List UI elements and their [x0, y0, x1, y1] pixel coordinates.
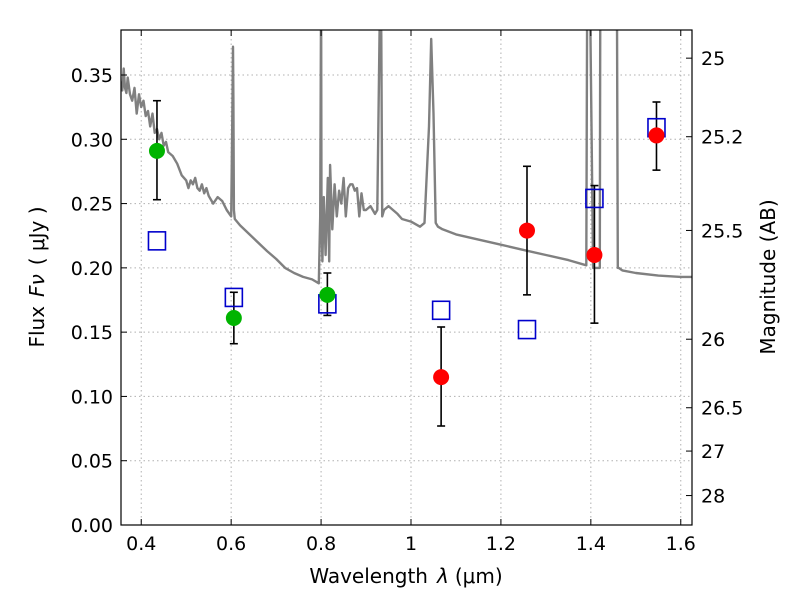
x-tick-label: 1.4 — [576, 533, 606, 555]
y2-tick-label: 26.5 — [701, 398, 743, 420]
x-axis-label: Wavelength λ (μm) — [309, 564, 502, 588]
x-tick-label: 0.4 — [126, 533, 156, 555]
y2-tick-label: 25.5 — [701, 220, 743, 242]
y-tick-label: 0.30 — [71, 129, 113, 151]
y2-tick-label: 26 — [701, 329, 725, 351]
x-axis-label-prefix: Wavelength — [309, 564, 428, 588]
green-data-point — [319, 286, 336, 303]
y-tick-label: 0.25 — [71, 194, 113, 216]
red-data-point — [586, 247, 603, 263]
model-photometry-square — [517, 319, 537, 340]
y-tick-label: 0.15 — [71, 322, 113, 344]
y-axis-label-unit: ( μJy ) — [25, 206, 49, 265]
x-tick-label: 1.2 — [486, 533, 516, 555]
model-spectrum-line — [121, 30, 692, 285]
axis-ticks: 0.4 0.6 0.8 1 1.2 1.4 1.6 0.00 0.05 0.10 0.15 0.20 0… — [71, 30, 743, 555]
model-photometry-square — [224, 287, 244, 308]
y-axis-label-symbol: Fν — [25, 274, 49, 297]
x-tick-label: 1 — [405, 533, 417, 555]
y-tick-label: 0.00 — [71, 515, 113, 537]
y-axis-label: Flux Fν ( μJy ) — [25, 206, 49, 347]
y2-tick-label: 25.2 — [701, 127, 743, 149]
plot-frame — [120, 29, 693, 526]
model-photometry-square — [147, 231, 167, 251]
x-tick-label: 0.8 — [306, 533, 336, 555]
x-axis-label-symbol: λ — [436, 564, 449, 588]
y-tick-label: 0.35 — [71, 65, 113, 87]
y-tick-label: 0.10 — [71, 386, 113, 408]
red-data-point — [648, 127, 665, 144]
y-tick-label: 0.05 — [71, 451, 113, 473]
green-data-point — [225, 310, 242, 326]
x-axis-label-unit: (μm) — [455, 564, 503, 588]
y-axis-label-prefix: Flux — [25, 306, 49, 348]
grid-lines — [121, 30, 692, 526]
y2-tick-label: 27 — [701, 441, 725, 463]
y2-tick-label: 28 — [701, 486, 725, 508]
x-tick-label: 0.6 — [216, 533, 246, 555]
y-tick-label: 0.20 — [71, 258, 113, 280]
model-photometry-square — [431, 300, 451, 321]
red-data-point — [518, 222, 535, 239]
red-data-point — [433, 369, 450, 386]
model-photometry-square — [585, 188, 604, 209]
plot-area — [121, 30, 692, 427]
y2-tick-label: 25 — [701, 48, 725, 70]
green-data-point — [148, 142, 165, 159]
x-tick-label: 1.6 — [666, 533, 696, 555]
y2-axis-label: Magnitude (AB) — [756, 199, 780, 354]
